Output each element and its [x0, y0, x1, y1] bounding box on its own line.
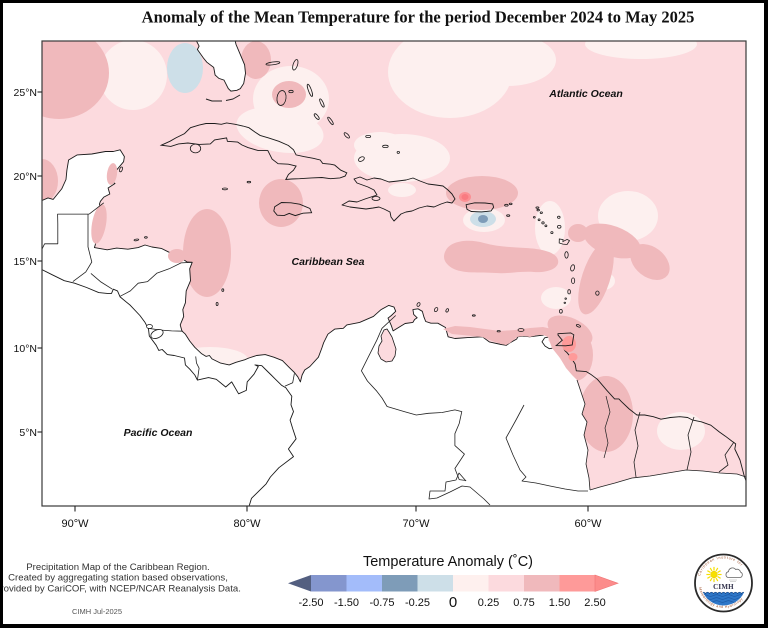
svg-text:80°W: 80°W: [233, 518, 261, 530]
svg-text:0.25: 0.25: [478, 597, 499, 609]
svg-text:20°N: 20°N: [14, 171, 37, 183]
svg-text:5°N: 5°N: [19, 427, 37, 439]
svg-text:0.75: 0.75: [513, 597, 534, 609]
svg-text:Caribbean Sea: Caribbean Sea: [292, 256, 365, 268]
svg-text:provided by CariCOF, with NCEP: provided by CariCOF, with NCEP/NCAR Rean…: [0, 583, 241, 594]
svg-text:Anomaly of the Mean Temperatur: Anomaly of the Mean Temperature for the …: [142, 8, 695, 27]
svg-text:60°W: 60°W: [574, 518, 602, 530]
svg-text:10°N: 10°N: [14, 343, 37, 355]
svg-text:90°W: 90°W: [61, 518, 89, 530]
svg-text:CIMH Jul-2025: CIMH Jul-2025: [72, 607, 122, 616]
svg-text:Pacific Ocean: Pacific Ocean: [124, 427, 193, 439]
svg-text:-0.25: -0.25: [405, 597, 430, 609]
svg-text:1.50: 1.50: [549, 597, 570, 609]
svg-text:Atlantic Ocean: Atlantic Ocean: [548, 88, 623, 100]
svg-text:25°N: 25°N: [14, 87, 37, 99]
svg-text:Precipitation Map of the Carib: Precipitation Map of the Caribbean Regio…: [26, 562, 209, 573]
svg-text:-1.50: -1.50: [334, 597, 359, 609]
svg-text:-2.50: -2.50: [298, 597, 323, 609]
svg-text:0: 0: [449, 594, 457, 611]
svg-text:70°W: 70°W: [402, 518, 430, 530]
svg-text:Created by aggregating station: Created by aggregating station based obs…: [8, 573, 228, 584]
svg-text:-0.75: -0.75: [369, 597, 394, 609]
svg-text:15°N: 15°N: [14, 256, 37, 268]
svg-text:Temperature Anomaly (˚C): Temperature Anomaly (˚C): [363, 554, 533, 570]
svg-text:CIMH: CIMH: [713, 583, 734, 591]
svg-text:2.50: 2.50: [584, 597, 605, 609]
